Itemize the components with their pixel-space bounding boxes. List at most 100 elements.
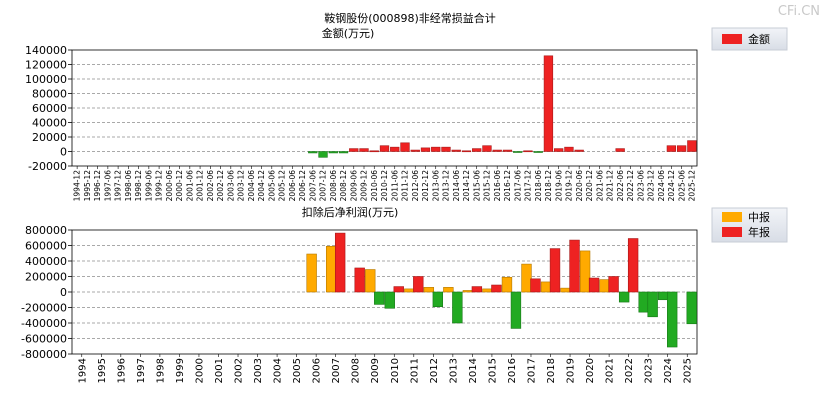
bottom-chart-ytick-label: -800000 [21, 348, 67, 361]
bottom-chart-bar-中报-2015 [482, 288, 493, 293]
top-chart-xtick-label: 2013-12 [442, 170, 451, 202]
top-chart-ytick-label: 80000 [32, 88, 67, 101]
bottom-chart-bar-中报-2020 [579, 250, 591, 293]
top-chart-xtick-label: 2012-12 [421, 170, 430, 202]
bottom-chart-xtick-label: 2010 [390, 358, 401, 383]
top-chart-xtick-label: 2024-12 [667, 170, 676, 202]
bottom-legend-swatch-interim [722, 212, 742, 222]
top-chart-xtick-label: 2006-12 [298, 170, 307, 202]
bottom-legend-label-annual: 年报 [748, 225, 770, 239]
top-chart-ylabel: 金额(万元) [322, 26, 375, 40]
top-chart-xtick-label: 2007-06 [308, 170, 317, 202]
top-chart-bar-金额-2016-12 [502, 149, 513, 152]
top-chart-xtick-label: 2018-12 [544, 170, 553, 202]
top-chart-xtick-label: 2014-06 [452, 170, 461, 202]
top-chart-xtick-label: 2019-06 [554, 170, 563, 202]
top-chart-ytick-label: 120000 [25, 59, 67, 72]
bottom-chart-ytick-label: 400000 [25, 255, 67, 268]
bottom-chart-bar-年报-2012 [432, 291, 444, 308]
top-chart-bar-金额-2011-06 [390, 146, 400, 152]
top-chart-legend: 金额 [711, 27, 788, 51]
top-chart-bar-金额-2024-12 [666, 145, 677, 152]
bottom-chart-xtick-label: 2000 [194, 358, 205, 383]
bottom-chart-bar-中报-2019 [560, 287, 571, 293]
bottom-chart-xtick-label: 2017 [526, 358, 537, 383]
bottom-chart-ytick-label: 600000 [25, 240, 67, 253]
top-chart-xtick-label: 2023-06 [636, 170, 645, 202]
bottom-chart-xtick-label: 2019 [566, 358, 577, 383]
bottom-chart-grid: 800000 600000 400000 200000 0 -200000 -400000 -… [21, 224, 698, 361]
bottom-chart-bar-年报-2020 [588, 277, 600, 293]
bottom-chart-xtick-label: 2004 [273, 358, 284, 383]
bottom-chart-xtick-label: 2015 [487, 358, 498, 383]
bottom-chart-bar-年报-2022 [627, 238, 639, 293]
bottom-chart-xtick-label: 2020 [585, 358, 596, 383]
bottom-chart-xtick-label: 2016 [507, 358, 518, 383]
bottom-chart-bar-中报-2023 [638, 291, 649, 313]
top-chart-xtick-label: 2010-12 [380, 170, 389, 202]
top-chart-xtick-label: 2025-12 [688, 170, 697, 202]
top-chart-xtick-label: 2003-12 [237, 170, 246, 202]
top-chart-xtick-label: 2017-12 [524, 170, 533, 202]
bottom-chart-bar-中报-2016 [501, 276, 513, 293]
bottom-chart-bar-年报-2014 [471, 286, 483, 293]
bottom-chart-bar-中报-2012 [423, 287, 435, 293]
top-chart-xtick-label: 2006-06 [288, 170, 297, 202]
bottom-chart-bar-中报-2022 [618, 291, 630, 303]
bottom-chart-xtick-label: 2007 [331, 358, 342, 383]
bottom-chart-title: 扣除后净利润(万元) [302, 205, 399, 219]
top-chart-xtick-label: 2011-06 [390, 170, 399, 202]
bottom-chart-xtick-label: 2003 [253, 358, 264, 383]
bottom-chart-xtick-label: 1996 [116, 358, 127, 383]
top-chart-ytick-label: 40000 [32, 117, 67, 130]
top-chart-xtick-label: 2023-12 [647, 170, 656, 202]
top-chart-bar-金额-2020-06 [574, 149, 584, 152]
top-chart-xtick-label: 1994-12 [73, 170, 82, 202]
top-chart-xtick-label: 1999-06 [144, 170, 153, 202]
top-chart-bar-金额-2017-12 [523, 150, 533, 153]
bottom-chart-xtick-label: 1994 [77, 358, 88, 383]
bottom-chart: 扣除后净利润(万元) 800000 600000 400000 200000 0 -200… [21, 205, 788, 383]
top-chart-bar-金额-2015-06 [472, 148, 482, 152]
top-chart-xticks: 1994-12 1995-12 1996-12 1997-06 1997-12 1998-… [73, 166, 697, 201]
top-chart-xtick-label: 2000-06 [165, 170, 174, 202]
top-chart-xtick-label: 2011-12 [401, 170, 410, 202]
bottom-chart-bar-年报-2017 [530, 278, 541, 293]
bottom-chart-legend: 中报 年报 [711, 207, 788, 243]
top-chart-ytick-label: -20000 [28, 160, 67, 173]
bottom-chart-xtick-label: 2021 [605, 358, 616, 383]
top-chart-xtick-label: 2002-06 [206, 170, 215, 202]
bottom-chart-bar-年报-2024 [667, 291, 678, 348]
bottom-chart-bar-年报-2025 [686, 291, 697, 325]
top-chart-xtick-label: 1995-12 [83, 170, 92, 202]
bottom-chart-xtick-label: 2001 [214, 358, 225, 383]
top-chart-bar-金额-2022-06 [615, 148, 625, 152]
top-legend-label-amount: 金额 [748, 32, 770, 46]
bottom-chart-xtick-label: 2023 [644, 358, 655, 383]
top-chart-bar-金额-2007-06 [308, 151, 318, 154]
top-chart-ytick-label: 60000 [32, 102, 67, 115]
top-chart-bar-金额-2010-06 [369, 150, 379, 153]
top-chart-xtick-label: 2008-12 [339, 170, 348, 202]
bottom-chart-xtick-label: 2022 [624, 358, 635, 383]
top-chart-xtick-label: 2003-06 [226, 170, 235, 202]
top-chart-xtick-label: 1996-12 [93, 170, 102, 202]
bottom-chart-xtick-label: 2005 [292, 358, 303, 383]
bottom-chart-xticks: 1994 1995 1996 1997 1998 1999 2000 2001 2002 2003… [77, 354, 694, 383]
bottom-chart-ytick-label: -600000 [21, 333, 67, 346]
top-chart-bar-金额-2014-06 [451, 149, 461, 152]
bottom-chart-bar-中报-2014 [462, 290, 474, 293]
bottom-chart-bar-中报-2013 [443, 287, 454, 293]
top-chart-xtick-label: 2008-06 [329, 170, 338, 202]
top-chart-bar-金额-2018-06 [533, 151, 543, 153]
top-chart: 鞍钢股份(000898)非经常损益合计 金额(万元) 1400001200001… [25, 11, 788, 201]
top-chart-xtick-label: 2014-12 [462, 170, 471, 202]
top-chart-title: 鞍钢股份(000898)非经常损益合计 [324, 11, 496, 25]
bottom-chart-xtick-label: 2008 [351, 358, 362, 383]
bottom-chart-bar-中报-2021 [599, 279, 610, 293]
top-chart-ytick-label: 0 [60, 146, 67, 159]
top-chart-xtick-label: 1998-12 [134, 170, 143, 202]
top-chart-xtick-label: 2013-06 [431, 170, 440, 202]
bottom-chart-bar-年报-2010 [393, 286, 404, 293]
bottom-chart-xtick-label: 1997 [136, 358, 147, 383]
